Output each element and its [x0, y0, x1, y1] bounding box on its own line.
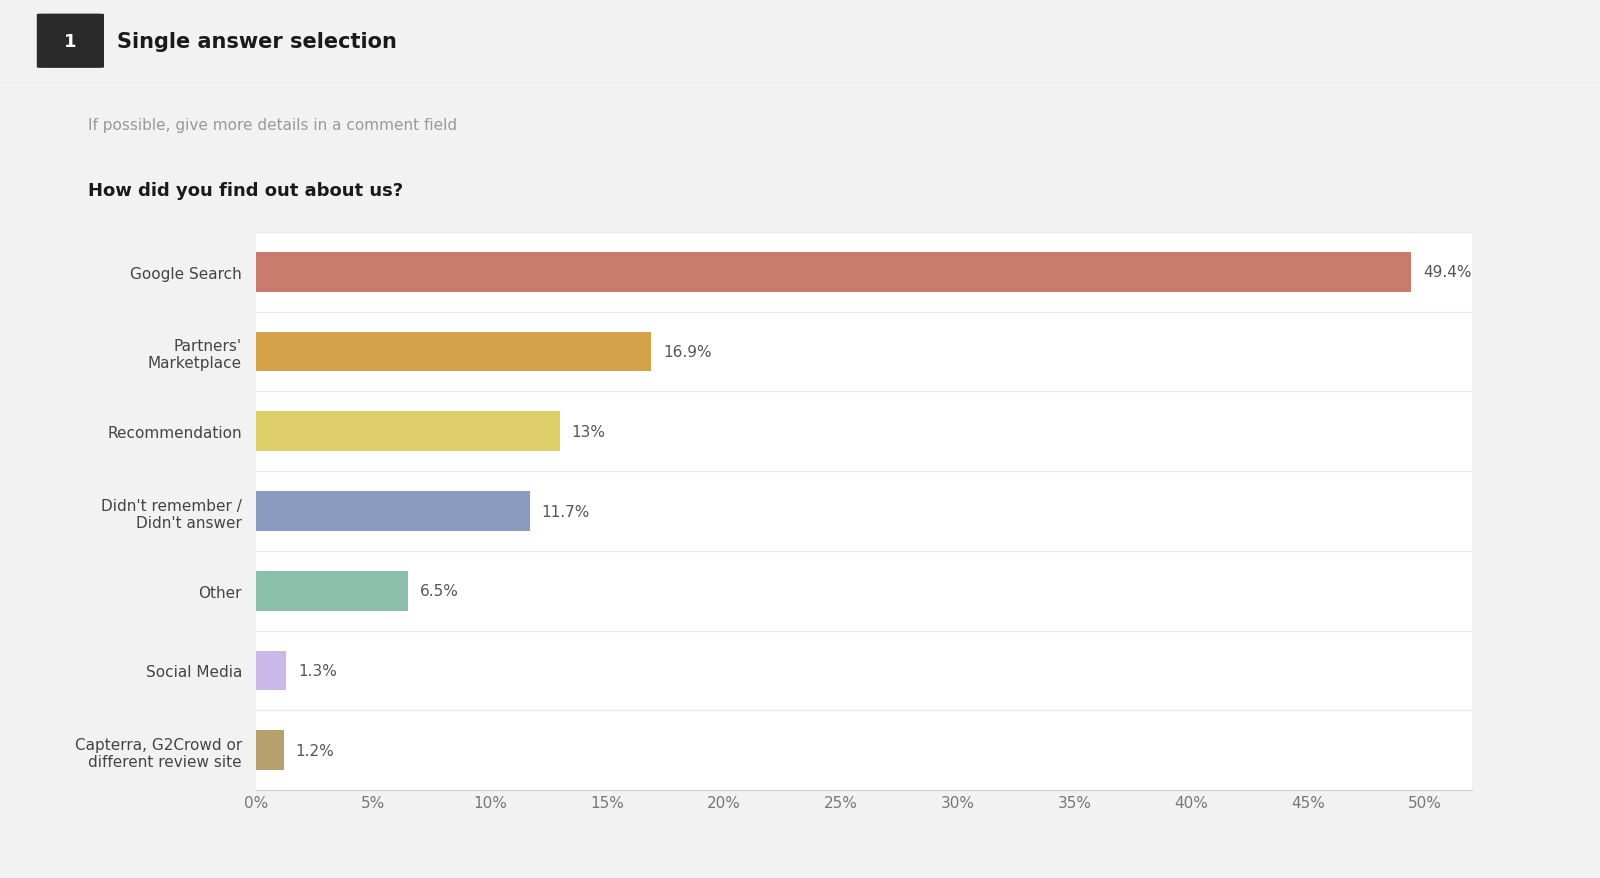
Text: 1: 1	[64, 32, 77, 51]
Text: 49.4%: 49.4%	[1422, 265, 1472, 280]
Text: 1.3%: 1.3%	[298, 663, 338, 678]
Bar	[256, 492, 530, 531]
Bar	[256, 412, 560, 451]
Text: Single answer selection: Single answer selection	[117, 32, 397, 52]
Text: 6.5%: 6.5%	[419, 584, 459, 599]
Text: How did you find out about us?: How did you find out about us?	[88, 182, 403, 200]
Text: 13%: 13%	[571, 424, 606, 439]
Text: 16.9%: 16.9%	[662, 345, 712, 360]
Bar	[256, 572, 408, 611]
Bar	[256, 332, 651, 372]
Text: 1.2%: 1.2%	[296, 743, 334, 758]
Bar	[256, 730, 285, 770]
Text: 11.7%: 11.7%	[541, 504, 590, 519]
Bar	[256, 651, 286, 691]
Bar	[256, 253, 1411, 292]
Text: If possible, give more details in a comment field: If possible, give more details in a comm…	[88, 118, 458, 133]
FancyBboxPatch shape	[37, 15, 104, 68]
